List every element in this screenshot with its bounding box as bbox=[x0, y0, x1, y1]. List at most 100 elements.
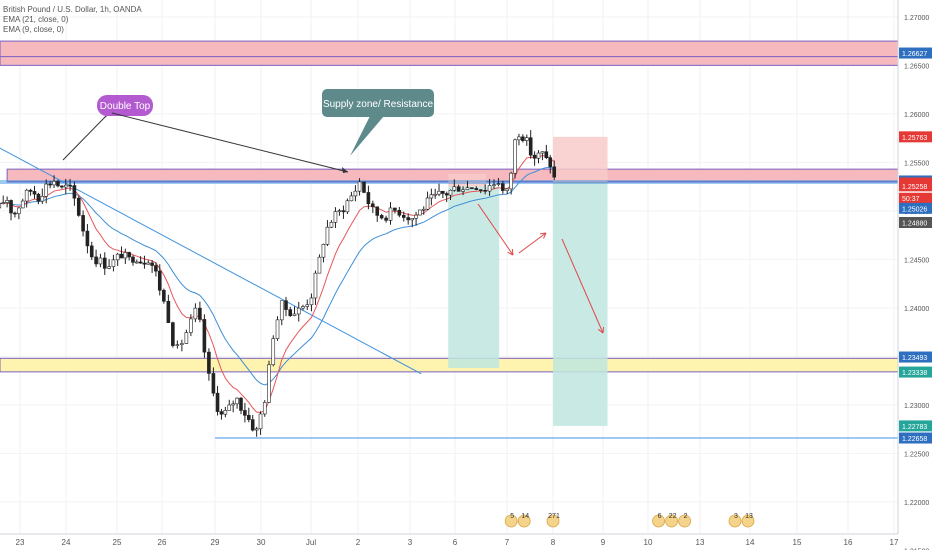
supply-callout-tail[interactable] bbox=[350, 116, 384, 156]
candle-body bbox=[115, 253, 120, 261]
candle-body bbox=[89, 245, 94, 258]
candle-body bbox=[421, 208, 426, 211]
event-flag-icon[interactable] bbox=[678, 514, 691, 528]
stop-loss-area[interactable] bbox=[553, 136, 608, 183]
y-tick-label: 1.22000 bbox=[904, 500, 929, 507]
ema-21-line bbox=[0, 166, 555, 386]
candle-body bbox=[540, 151, 545, 154]
candle-body bbox=[184, 332, 189, 344]
candle-body bbox=[524, 137, 529, 141]
economic-event-group[interactable]: 6 22 2 bbox=[652, 513, 691, 528]
candle-body bbox=[461, 189, 465, 192]
x-tick-label: 14 bbox=[746, 538, 755, 547]
double-top-pointer bbox=[62, 115, 107, 161]
event-flag-icon[interactable] bbox=[728, 514, 742, 528]
candle-body bbox=[207, 351, 211, 374]
economic-event-group[interactable]: 271 bbox=[546, 513, 560, 528]
price-label: 1.22658 bbox=[902, 436, 927, 443]
candle-body bbox=[397, 210, 402, 216]
candle-body bbox=[175, 344, 180, 346]
double-top-callout[interactable] bbox=[97, 95, 153, 116]
candle-body bbox=[301, 306, 305, 309]
price-label: 50:37 bbox=[902, 196, 920, 203]
event-count: 2 bbox=[684, 513, 688, 520]
double-top-label[interactable]: Double Top bbox=[100, 101, 151, 112]
candle-body bbox=[85, 230, 90, 247]
candle-body bbox=[150, 262, 154, 266]
supply-zone-label[interactable]: Supply zone/ Resistance bbox=[323, 99, 434, 110]
event-count: 13 bbox=[745, 513, 753, 520]
candle-body bbox=[470, 187, 474, 189]
candle-body bbox=[180, 343, 184, 345]
candle-body bbox=[63, 184, 68, 188]
x-tick-label: Jul bbox=[306, 538, 316, 547]
candle-body bbox=[528, 137, 533, 156]
candle-body bbox=[81, 215, 85, 232]
price-label-box bbox=[899, 202, 932, 214]
price-label: 1.25026 bbox=[902, 206, 927, 213]
y-tick-label: 1.26000 bbox=[904, 112, 929, 119]
y-tick-label: 1.24000 bbox=[904, 306, 929, 313]
x-tick-label: 3 bbox=[408, 538, 413, 547]
event-flag-icon[interactable] bbox=[546, 514, 560, 528]
candle-body bbox=[517, 136, 521, 141]
candle-body bbox=[487, 185, 492, 192]
candle-body bbox=[9, 200, 13, 214]
candle-body bbox=[345, 200, 350, 213]
candle-body bbox=[166, 300, 171, 323]
ema9-legend: EMA (9, close, 0) bbox=[3, 25, 64, 34]
take-profit-area[interactable] bbox=[553, 182, 608, 426]
candle-body bbox=[366, 192, 371, 205]
candle-body bbox=[227, 404, 232, 411]
economic-event-group[interactable]: 3 13 bbox=[728, 513, 755, 528]
projection-arrow-target bbox=[561, 238, 604, 334]
event-flag-icon[interactable] bbox=[665, 514, 678, 528]
candle-body bbox=[441, 190, 445, 194]
candle-body bbox=[198, 307, 202, 320]
candle-body bbox=[171, 322, 175, 346]
candle-body bbox=[536, 152, 541, 159]
price-label-box bbox=[899, 216, 932, 228]
candle-body bbox=[235, 397, 239, 405]
price-label: 1.25258 bbox=[902, 184, 927, 191]
candle-body bbox=[492, 184, 496, 186]
candle-body bbox=[414, 214, 418, 219]
x-tick-label: 6 bbox=[453, 538, 458, 547]
candle-body bbox=[292, 313, 297, 316]
economic-event-group[interactable]: 5 14 bbox=[504, 513, 531, 528]
projection-arrow-up-head bbox=[539, 232, 547, 239]
x-tick-label: 10 bbox=[644, 538, 653, 547]
event-count: 6 bbox=[658, 513, 662, 520]
drawings-layer[interactable]: Double Top Supply zone/ Resistance bbox=[62, 89, 605, 334]
candle-body bbox=[288, 309, 293, 316]
candle-body bbox=[521, 136, 525, 141]
candle-body bbox=[305, 304, 310, 307]
candle-body bbox=[406, 217, 410, 221]
earlier-target-area[interactable] bbox=[448, 186, 500, 368]
arrow-head bbox=[342, 167, 348, 173]
candle-body bbox=[68, 184, 72, 187]
event-flag-icon[interactable] bbox=[652, 514, 665, 528]
event-flag-icon[interactable] bbox=[741, 514, 755, 528]
candle-body bbox=[371, 203, 375, 208]
event-count: 3 bbox=[734, 513, 738, 520]
event-flag-icon[interactable] bbox=[517, 514, 531, 528]
candle-body bbox=[13, 212, 17, 215]
candle-body bbox=[17, 207, 21, 214]
candle-body bbox=[317, 256, 322, 274]
candle-body bbox=[444, 193, 449, 196]
candle-body bbox=[337, 210, 342, 212]
projection-arrow-down bbox=[477, 203, 514, 256]
events-layer[interactable]: 5 14 271 6 22 2 3 13 bbox=[504, 513, 755, 528]
supply-zone-callout[interactable] bbox=[322, 89, 434, 117]
candle-body bbox=[258, 413, 263, 430]
x-tick-label: 13 bbox=[696, 538, 705, 547]
candle-body bbox=[76, 197, 81, 216]
x-tick-label: 24 bbox=[62, 538, 71, 547]
event-flag-icon[interactable] bbox=[504, 514, 518, 528]
x-tick-label: 17 bbox=[890, 538, 899, 547]
projection-arrow-target-head bbox=[597, 326, 605, 334]
position-tool[interactable] bbox=[448, 136, 608, 426]
candle-body bbox=[333, 211, 338, 223]
